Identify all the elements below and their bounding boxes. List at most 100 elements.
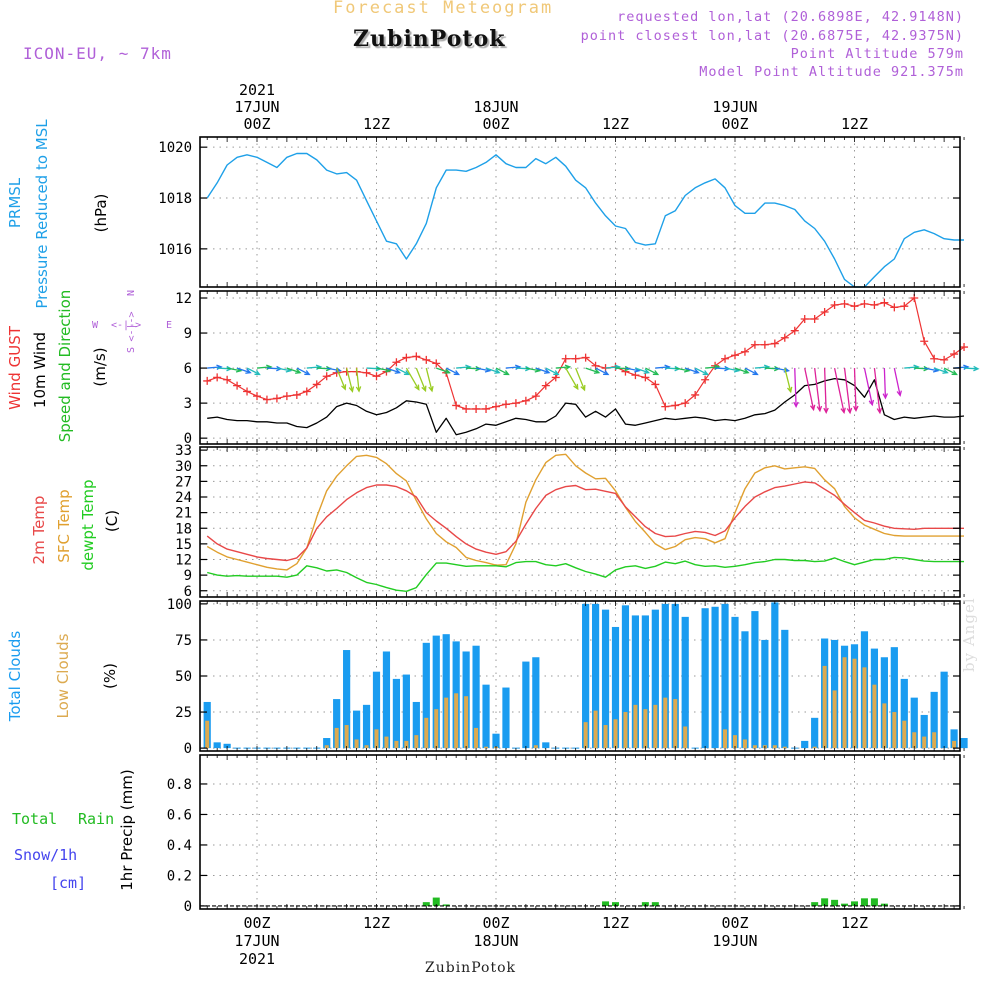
- gust-point: [223, 375, 232, 384]
- wind-direction-arrow: [505, 366, 520, 369]
- gust-line: [207, 297, 965, 410]
- gust-point: [940, 355, 949, 364]
- total-cloud-bar: [731, 616, 739, 749]
- top-time-label: 2021: [239, 81, 275, 99]
- grid-layer: [200, 137, 960, 909]
- footer-location: ZubinPotok: [425, 960, 517, 976]
- total-cloud-bar: [362, 704, 371, 749]
- total-cloud-bar: [671, 603, 679, 749]
- precip-total-label: Total: [12, 810, 57, 828]
- wind-direction-arrow: [863, 367, 873, 405]
- rain-bar: [651, 902, 659, 906]
- closest-coords: point closest lon,lat (20.6875E, 42.9375…: [580, 28, 964, 44]
- top-time-label: 00Z: [243, 115, 270, 133]
- low-cloud-bar: [663, 697, 668, 749]
- wind-direction-arrow: [336, 367, 346, 390]
- wind-arrowhead: [341, 384, 347, 391]
- wind-arrowhead: [593, 368, 601, 374]
- wind-direction-arrow: [873, 368, 881, 413]
- total-cloud-bar: [950, 729, 958, 749]
- gust-point: [511, 399, 520, 408]
- y-tick-label: 3: [184, 396, 192, 412]
- wind-direction-arrow: [655, 366, 670, 369]
- model-altitude: Model Point Altitude 921.375m: [699, 64, 964, 80]
- gust-point: [760, 340, 769, 349]
- gust-point: [272, 394, 281, 403]
- pressure-unit-label: (hPa): [92, 194, 110, 233]
- low-cloud-bar: [603, 725, 608, 749]
- total-cloud-bar: [661, 603, 669, 749]
- wind-arrowhead: [809, 404, 816, 412]
- low-cloud-bar: [414, 735, 419, 749]
- y-tick-label: 21: [175, 506, 192, 522]
- top-time-label: 00Z: [482, 115, 509, 133]
- y-tick-label: 0.8: [167, 777, 192, 793]
- gust-point: [641, 373, 650, 382]
- low-cloud-bar: [205, 720, 210, 749]
- rain-bar: [851, 901, 858, 906]
- rain-bar: [831, 899, 839, 906]
- total-cloud-bar: [482, 684, 490, 749]
- y-tick-label: 0.6: [167, 807, 192, 823]
- wind-direction-arrow: [276, 367, 291, 372]
- rain-bar: [860, 898, 868, 906]
- total-cloud-bar: [223, 743, 231, 749]
- y-tick-label: 0: [184, 431, 192, 447]
- gust-point: [213, 373, 222, 382]
- wind-direction-arrow: [376, 367, 391, 372]
- gust-point: [262, 395, 271, 404]
- y-tick-label: 9: [184, 568, 192, 584]
- precip-rain-label: Rain: [78, 810, 114, 828]
- gust-point: [203, 376, 212, 385]
- total-cloud-bar: [372, 671, 381, 749]
- wind-arrowhead: [428, 385, 434, 393]
- location-title: ZubinPotok: [353, 26, 506, 52]
- total-cloud-bar: [422, 642, 430, 749]
- bottom-time-label: 00Z: [482, 914, 509, 932]
- y-tick-label: 1018: [158, 191, 192, 207]
- wind-direction-arrow: [396, 367, 410, 376]
- wind-unit-label: (m/s): [91, 347, 109, 386]
- wind-arrowhead: [444, 368, 451, 374]
- wind-arrowhead: [876, 407, 883, 415]
- wind-direction-arrow: [595, 367, 609, 376]
- wind-arrowhead: [494, 368, 501, 374]
- pressure-line: [206, 152, 964, 288]
- low-cloud-bar: [444, 697, 449, 749]
- total-cloud-bar: [542, 742, 550, 749]
- wind-direction-arrow: [823, 368, 827, 413]
- total-cloud-bar: [761, 639, 769, 749]
- wind-direction-arrow: [964, 367, 979, 370]
- wind-direction-arrow: [345, 367, 354, 392]
- wind10m-line: [207, 377, 965, 436]
- low-cloud-bar: [344, 725, 349, 749]
- wind-direction-arrow: [296, 367, 310, 376]
- wind-direction-arrow: [784, 367, 792, 392]
- wind-arrowhead: [752, 370, 759, 376]
- y-tick-label: 75: [175, 633, 192, 649]
- y-tick-label: 24: [175, 490, 192, 506]
- compass-w: W: [92, 320, 100, 331]
- y-tick-label: 25: [175, 705, 192, 721]
- compass-arrow-ew: <-|->: [111, 320, 142, 331]
- low-cloud-bar: [623, 712, 628, 749]
- gust-point: [950, 350, 959, 359]
- bottom-time-label: 00Z: [243, 914, 270, 932]
- gust-point: [521, 396, 530, 405]
- gust-point: [750, 340, 759, 349]
- total-clouds-label: Total Clouds: [6, 631, 24, 723]
- gust-point: [860, 299, 869, 308]
- low-cloud-bar: [772, 745, 777, 749]
- wind-arrowhead: [245, 368, 252, 374]
- gust-point: [870, 301, 879, 310]
- wind-direction-arrow: [495, 367, 509, 376]
- gust-point: [233, 381, 242, 390]
- total-cloud-bar: [930, 691, 938, 749]
- wind-arrowhead: [295, 368, 302, 374]
- watermark: by Angel: [960, 597, 978, 672]
- gust-point: [571, 354, 580, 363]
- wind-arrowhead: [942, 368, 949, 374]
- wind-arrowhead: [951, 370, 958, 376]
- low-cloud-bar: [733, 735, 737, 749]
- low-cloud-bar: [474, 727, 479, 749]
